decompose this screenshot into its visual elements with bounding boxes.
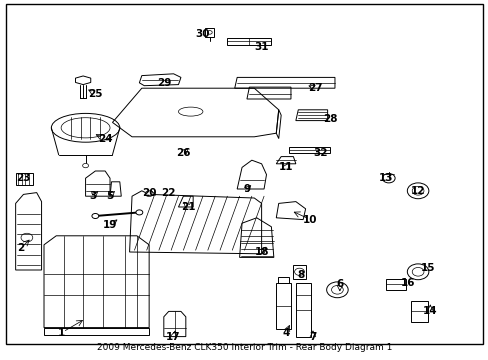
Text: 11: 11 <box>278 162 293 172</box>
Text: 21: 21 <box>181 202 195 212</box>
Text: 2: 2 <box>17 243 24 253</box>
Text: 17: 17 <box>166 332 181 342</box>
Text: 15: 15 <box>420 263 434 273</box>
Text: 18: 18 <box>254 247 268 257</box>
Circle shape <box>92 213 99 219</box>
Text: 28: 28 <box>322 114 337 124</box>
Text: 25: 25 <box>88 89 102 99</box>
Text: 6: 6 <box>336 279 343 289</box>
Text: 29: 29 <box>156 78 171 88</box>
Text: 31: 31 <box>254 42 268 52</box>
Text: 9: 9 <box>243 184 250 194</box>
Text: 4: 4 <box>282 328 289 338</box>
Circle shape <box>136 210 142 215</box>
Text: 13: 13 <box>378 173 393 183</box>
Text: 16: 16 <box>400 278 415 288</box>
Text: 26: 26 <box>176 148 190 158</box>
Text: 12: 12 <box>410 186 425 196</box>
Text: 30: 30 <box>195 29 210 39</box>
Text: 2009 Mercedes-Benz CLK350 Interior Trim - Rear Body Diagram 1: 2009 Mercedes-Benz CLK350 Interior Trim … <box>97 343 391 352</box>
Text: 20: 20 <box>142 188 156 198</box>
Circle shape <box>145 191 153 197</box>
Text: 24: 24 <box>98 134 112 144</box>
Circle shape <box>82 163 88 168</box>
Text: 22: 22 <box>161 188 176 198</box>
Text: 27: 27 <box>307 83 322 93</box>
Text: 19: 19 <box>102 220 117 230</box>
Text: 10: 10 <box>303 215 317 225</box>
Text: 7: 7 <box>308 332 316 342</box>
Text: 14: 14 <box>422 306 437 316</box>
Text: 5: 5 <box>106 191 113 201</box>
Text: 8: 8 <box>297 270 304 280</box>
Text: 32: 32 <box>312 148 327 158</box>
Text: 23: 23 <box>16 173 31 183</box>
Text: 3: 3 <box>89 191 96 201</box>
Text: 1: 1 <box>58 328 64 338</box>
